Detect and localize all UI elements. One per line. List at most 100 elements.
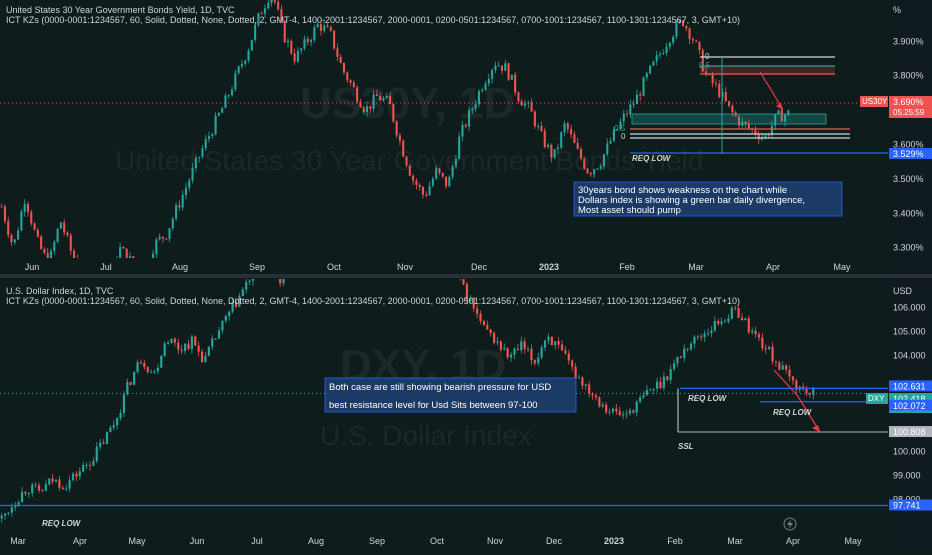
top-candle-body (43, 248, 46, 253)
bottom-note-line: Both case are still showing bearish pres… (329, 382, 551, 393)
top-candle-body (379, 95, 382, 101)
top-candle-body (257, 13, 260, 25)
bottom-candle-body (24, 491, 27, 494)
top-candle-body (464, 124, 467, 127)
top-demand-zone (631, 113, 827, 125)
bottom-candle-body (628, 410, 632, 414)
bottom-candle-body (601, 404, 604, 407)
top-candle-body (250, 39, 253, 51)
top-x-tick-label: Jun (25, 262, 40, 272)
top-x-tick-label: Nov (397, 262, 414, 272)
bottom-candle-body (720, 321, 723, 324)
top-candle-body (23, 203, 26, 212)
bottom-candle-body (48, 478, 51, 485)
top-candle-body (293, 53, 296, 62)
bottom-candle-body (17, 502, 20, 506)
bottom-candle-body (129, 381, 132, 385)
top-candle-body (744, 121, 747, 124)
top-fib-label: 0 (705, 52, 710, 61)
bottom-upper-tag (889, 380, 932, 392)
bottom-candle-body (7, 512, 10, 514)
bottom-candle-body (183, 343, 187, 352)
bottom-lower-tag-text: 102.072 (893, 401, 926, 411)
bottom-x-tick-label: 2023 (604, 536, 624, 546)
top-candle-body (514, 74, 517, 93)
bottom-candle-body (177, 342, 180, 350)
top-supply-zone (700, 66, 835, 75)
top-candle-body (491, 69, 494, 79)
bottom-candle-body (547, 336, 550, 341)
top-symbol-tag (860, 96, 888, 107)
top-candle-body (26, 203, 30, 212)
top-candle-body (583, 158, 586, 169)
top-x-tick-label: 2023 (539, 262, 559, 272)
top-candle-body (198, 157, 201, 159)
bottom-candle-body (58, 479, 61, 488)
top-candle-body (731, 105, 734, 113)
top-candle-body (66, 232, 69, 236)
bottom-req-tag (889, 499, 932, 511)
bottom-candle-body (248, 280, 251, 282)
bottom-candle-body (533, 360, 536, 364)
top-candle-body (639, 94, 642, 96)
top-candle-body (468, 110, 471, 127)
top-candle-body (774, 113, 777, 126)
bottom-candle-body (160, 356, 163, 368)
top-candle-body (678, 20, 681, 23)
top-candle-body (227, 95, 230, 97)
bottom-candle-body (574, 366, 577, 378)
top-candle-body (359, 101, 362, 108)
top-candle-body (658, 54, 662, 56)
bottom-candle-body (122, 394, 126, 413)
top-candle-body (267, 2, 270, 9)
top-price-tag (889, 96, 932, 118)
top-bearish-arrow (759, 71, 784, 111)
top-candle-body (224, 95, 227, 109)
top-candle-body (458, 136, 461, 159)
top-candle-body (336, 48, 339, 57)
bottom-candle-body (197, 345, 200, 352)
top-candle-body (158, 236, 161, 240)
replay-icon (783, 517, 797, 531)
top-candle-body (402, 140, 405, 157)
top-candle-body (718, 83, 721, 97)
bottom-candle-body (78, 471, 81, 477)
bottom-bearish-arrow (773, 369, 821, 433)
top-fib-label: 0.5 (614, 124, 626, 133)
top-candle-body (576, 142, 579, 149)
bottom-price-tag-value: 102.418 (893, 394, 926, 404)
bottom-candle-body (234, 301, 238, 307)
bottom-candle-body (683, 348, 686, 358)
bottom-candle-body (761, 337, 764, 349)
bottom-candle-body (68, 480, 71, 489)
bottom-candle-body (31, 484, 34, 493)
bottom-watermark-subtitle: U.S. Dollar Index (320, 420, 532, 451)
bottom-candle-body (133, 371, 136, 385)
bottom-req-low-label: REQ LOW (688, 394, 728, 403)
bottom-req-low-label: REQ LOW (773, 408, 813, 417)
top-x-tick-label: Sep (249, 262, 265, 272)
top-candle-body (362, 107, 365, 113)
bottom-candle-body (116, 418, 119, 426)
bottom-y-tick-label: 100.000 (893, 446, 926, 456)
bottom-candle-body (465, 284, 469, 302)
top-candle-body (7, 221, 10, 235)
top-candle-body (421, 187, 425, 195)
top-candle-body (500, 65, 504, 71)
top-candle-body (619, 121, 622, 130)
bottom-x-tick-label: Jun (190, 536, 205, 546)
top-level-tag (889, 148, 932, 159)
top-candle-body (369, 106, 372, 109)
top-candle-body (626, 113, 629, 115)
top-candle-body (303, 38, 306, 49)
top-candle-body (593, 169, 596, 175)
bottom-candle-body (37, 485, 41, 491)
top-candle-body (685, 26, 688, 29)
top-candle-body (537, 125, 540, 127)
bottom-candle-body (618, 411, 621, 416)
bottom-candle-body (639, 397, 642, 402)
top-candle-body (244, 60, 247, 64)
top-candle-body (616, 129, 619, 131)
